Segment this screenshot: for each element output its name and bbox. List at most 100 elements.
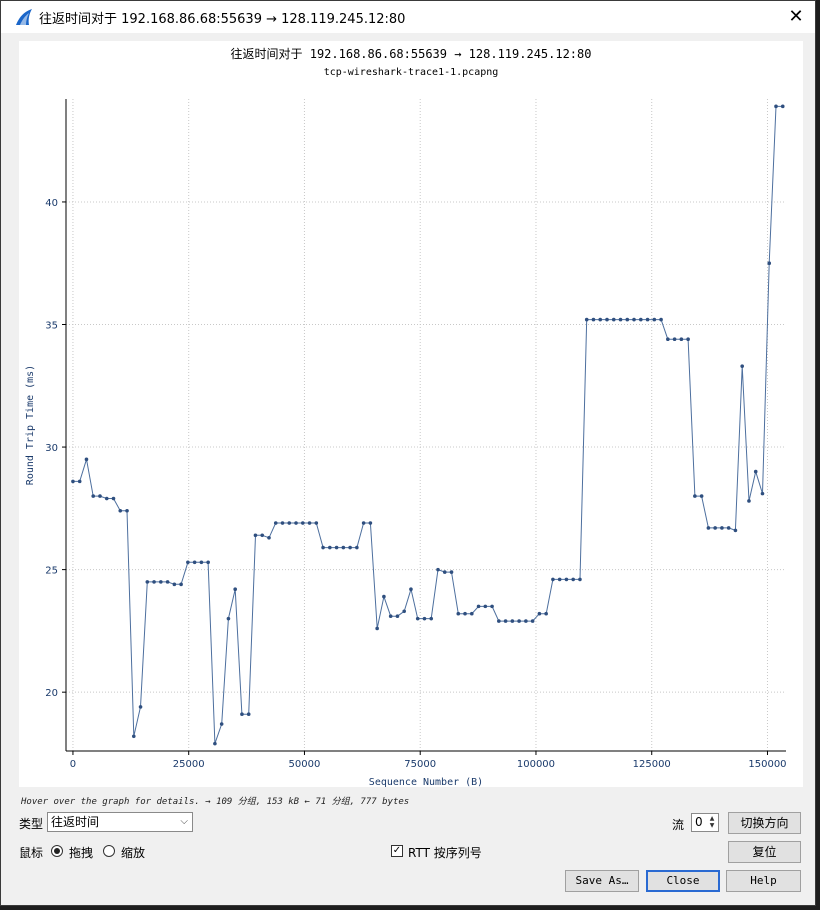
rtt-data-point [246,712,251,717]
rtt-data-point [267,535,271,540]
rtt-data-point [774,104,778,109]
rtt-data-point [537,611,542,616]
rtt-data-point [733,528,738,533]
rtt-data-point [524,619,528,623]
rtt-data-point [571,577,575,582]
rtt-by-seq-label[interactable]: RTT 按序列号 [408,846,482,860]
rtt-data-point [260,533,265,538]
rtt-data-point [287,521,292,525]
switch-direction-button[interactable]: 切换方向 [728,812,801,834]
rtt-data-point [693,494,697,498]
save-as-button[interactable]: Save As… [565,870,639,892]
rtt-data-point [91,494,96,498]
rtt-data-point [584,317,589,322]
rtt-data-point [659,317,663,322]
x-tick-label: 75000 [404,759,436,770]
rtt-data-point [348,545,352,550]
rtt-data-point [605,317,609,322]
hover-hint: Hover over the graph for details. → 109 … [21,797,410,807]
graph-type-select[interactable]: 往返时间 ⌵ [47,812,193,832]
rtt-data-point [104,496,109,501]
y-tick-label: 20 [45,688,58,699]
plot-title: 往返时间对于 192.168.86.68:55639 → 128.119.245… [230,47,592,61]
rtt-chart[interactable]: 0 25000 50000 75000 100000 125000 150000 20 25 30… [19,41,803,787]
y-tick-label: 35 [45,321,58,332]
rtt-data-point [672,337,677,342]
close-icon[interactable]: ✕ [788,6,804,27]
y-axis-title: Round Trip Time (ms) [25,365,36,485]
rtt-data-point [618,317,623,322]
reset-button[interactable]: 复位 [728,841,801,863]
rtt-data-point [591,317,596,322]
rtt-data-point [409,587,413,592]
rtt-data-point [192,560,197,565]
y-tick-label: 25 [45,566,58,577]
rtt-data-point [753,469,758,474]
rtt-data-point [179,582,183,587]
spin-arrows-icon[interactable]: ▲ ▼ [709,815,715,829]
rtt-data-point [503,619,508,623]
chevron-down-icon: ⌵ [180,816,188,827]
rtt-data-point [341,545,346,550]
plot-area[interactable]: 往返时间对于 192.168.86.68:55639 → 128.119.245… [19,41,803,787]
rtt-data-point [557,577,562,582]
rtt-data-point [118,508,123,513]
rtt-data-point [388,614,393,618]
rtt-data-point [713,526,717,530]
rtt-data-point [530,619,535,623]
zoom-radio[interactable] [103,845,115,857]
close-button[interactable]: Close [646,870,720,892]
plot-subtitle: tcp-wireshark-trace1-1.pcapng [323,67,499,78]
rtt-data-point [199,560,204,565]
mouse-label: 鼠标 [19,846,44,860]
rtt-data-point [273,521,278,525]
rtt-data-point [77,479,82,484]
drag-radio[interactable] [51,845,63,857]
wireshark-fin-icon [16,9,32,25]
rtt-data-point [111,496,116,501]
zoom-label[interactable]: 缩放 [121,846,146,860]
stream-label: 流 [672,818,685,832]
x-tick-label: 125000 [633,759,671,770]
rtt-by-seq-checkbox[interactable]: ✓ [391,845,403,857]
rtt-data-point [253,533,258,538]
rtt-data-point [294,521,298,525]
rtt-data-point [415,616,420,621]
rtt-data-point [666,337,670,342]
help-button[interactable]: Help [726,870,801,892]
rtt-data-point [598,317,603,322]
rtt-data-point [517,619,521,623]
rtt-data-point [226,616,231,621]
y-tick-label: 30 [45,443,58,454]
rtt-data-point [490,604,494,609]
rtt-data-point [280,521,285,525]
rtt-data-point [760,491,765,496]
rtt-data-point [510,619,515,623]
rtt-data-point [152,580,156,584]
drag-label[interactable]: 拖拽 [69,846,94,860]
x-axis-title: Sequence Number (B) [369,777,483,787]
rtt-data-point [625,317,630,322]
rtt-data-point [476,604,481,609]
rtt-data-point [706,526,711,530]
rtt-data-point [686,337,690,342]
stream-value: 0 [695,815,703,829]
rtt-data-point [780,104,785,109]
rtt-data-point [578,577,582,582]
title-bar[interactable]: 往返时间对于 192.168.86.68:55639 → 128.119.245… [1,1,815,33]
rtt-data-point [307,521,312,525]
rtt-data-point [172,582,177,587]
rtt-data-point [720,526,724,530]
rtt-data-point [551,577,555,582]
stream-spinbox[interactable]: 0 ▲ ▼ [691,813,719,832]
rtt-data-point [131,734,136,739]
rtt-data-point [314,521,319,525]
rtt-data-point [497,619,501,623]
rtt-data-point [300,521,305,525]
rtt-data-point [402,609,406,614]
rtt-data-point [469,611,474,616]
rtt-data-point [165,580,170,584]
rtt-data-point [186,560,190,565]
x-tick-label: 150000 [748,759,786,770]
